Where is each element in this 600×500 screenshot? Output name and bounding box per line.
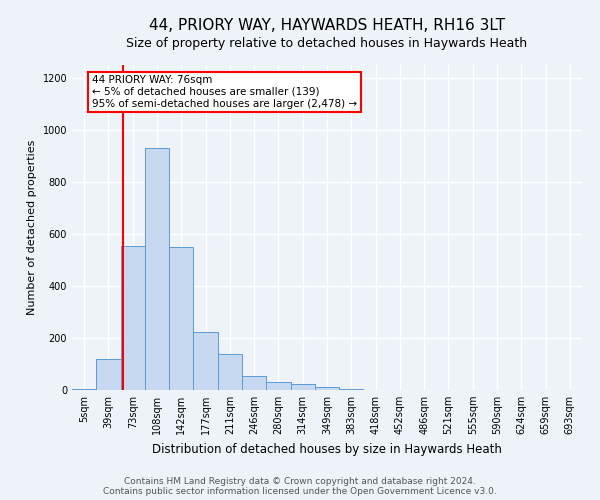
Bar bbox=[145, 148, 169, 390]
Text: Contains HM Land Registry data © Crown copyright and database right 2024.: Contains HM Land Registry data © Crown c… bbox=[124, 477, 476, 486]
Bar bbox=[169, 247, 193, 390]
Text: 44 PRIORY WAY: 76sqm
← 5% of detached houses are smaller (139)
95% of semi-detac: 44 PRIORY WAY: 76sqm ← 5% of detached ho… bbox=[92, 76, 357, 108]
Bar bbox=[218, 354, 242, 390]
Text: Contains public sector information licensed under the Open Government Licence v3: Contains public sector information licen… bbox=[103, 487, 497, 496]
Text: 44, PRIORY WAY, HAYWARDS HEATH, RH16 3LT: 44, PRIORY WAY, HAYWARDS HEATH, RH16 3LT bbox=[149, 18, 505, 32]
Bar bbox=[121, 246, 145, 390]
Text: Size of property relative to detached houses in Haywards Heath: Size of property relative to detached ho… bbox=[127, 38, 527, 51]
Bar bbox=[96, 359, 121, 390]
Y-axis label: Number of detached properties: Number of detached properties bbox=[27, 140, 37, 315]
Bar bbox=[315, 388, 339, 390]
Bar bbox=[242, 376, 266, 390]
Bar bbox=[266, 382, 290, 390]
Bar bbox=[193, 332, 218, 390]
Bar bbox=[72, 388, 96, 390]
X-axis label: Distribution of detached houses by size in Haywards Heath: Distribution of detached houses by size … bbox=[152, 442, 502, 456]
Bar bbox=[339, 388, 364, 390]
Bar bbox=[290, 384, 315, 390]
